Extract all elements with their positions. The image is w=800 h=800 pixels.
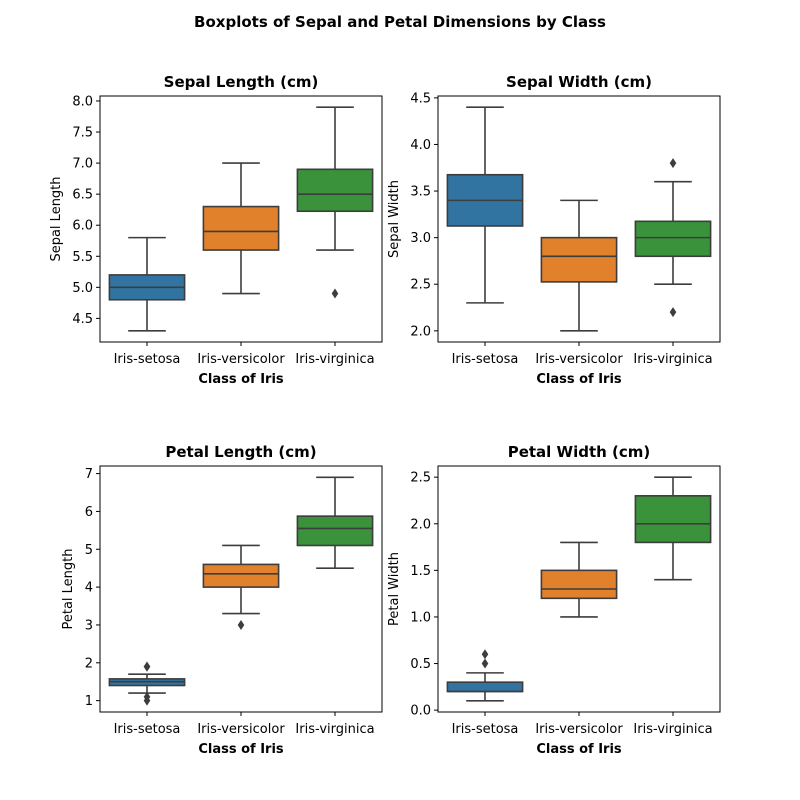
- box-iris-setosa: [446, 649, 524, 702]
- outlier-point: [669, 307, 677, 318]
- x-tick-label: Iris-virginica: [633, 722, 712, 737]
- outlier-point: [331, 288, 339, 299]
- iqr-box: [540, 569, 618, 600]
- box-iris-virginica: [634, 476, 712, 581]
- x-tick-label: Iris-setosa: [114, 352, 181, 367]
- x-tick-label: Iris-virginica: [295, 722, 374, 737]
- x-tick-label: Iris-virginica: [633, 352, 712, 367]
- y-tick-label: 7.5: [72, 126, 93, 141]
- outlier-point: [143, 695, 151, 706]
- iqr-box: [202, 205, 280, 251]
- y-tick-label: 6: [85, 505, 93, 520]
- box-iris-versicolor: [540, 199, 618, 332]
- y-tick-label: 1.0: [410, 610, 431, 625]
- y-tick-label: 0.5: [410, 657, 431, 672]
- y-tick-label: 2.0: [410, 517, 431, 532]
- y-tick-label: 4.0: [410, 138, 431, 153]
- outlier-point: [481, 658, 489, 669]
- x-tick-label: Iris-versicolor: [535, 722, 623, 737]
- y-tick-label: 3: [85, 618, 93, 633]
- outlier-point: [669, 158, 677, 169]
- iqr-box: [296, 168, 374, 213]
- x-tick-label: Iris-versicolor: [197, 722, 285, 737]
- x-axis-label: Class of Iris: [536, 742, 622, 757]
- subplot-title: Petal Width (cm): [508, 443, 651, 461]
- subplot-3: Petal Length (cm) 1 2 3 4 5 6 7 Iris-setosa Iris-…: [61, 443, 383, 757]
- outlier-point: [237, 619, 245, 630]
- x-axis-label: Class of Iris: [536, 372, 622, 387]
- iqr-box: [296, 515, 374, 547]
- subplot-title: Petal Length (cm): [165, 443, 316, 461]
- y-tick-label: 3.0: [410, 231, 431, 246]
- iqr-box: [634, 495, 712, 544]
- y-axis-label: Petal Length: [61, 548, 76, 629]
- y-tick-label: 8.0: [72, 94, 93, 109]
- y-tick-label: 1.5: [410, 564, 431, 579]
- box-iris-virginica: [634, 158, 712, 318]
- iqr-box: [634, 220, 712, 258]
- x-tick-label: Iris-setosa: [452, 352, 519, 367]
- outlier-point: [481, 649, 489, 660]
- x-axis-label: Class of Iris: [198, 372, 284, 387]
- y-tick-label: 2.0: [410, 324, 431, 339]
- box-iris-versicolor: [540, 541, 618, 618]
- subplot-title: Sepal Length (cm): [164, 73, 319, 91]
- y-tick-label: 0.0: [410, 704, 431, 719]
- box-iris-virginica: [296, 106, 374, 299]
- iqr-box: [540, 236, 618, 283]
- y-tick-label: 3.5: [410, 185, 431, 200]
- y-tick-label: 2: [85, 656, 93, 671]
- y-tick-label: 1: [85, 694, 93, 709]
- y-tick-label: 7: [85, 467, 93, 482]
- y-tick-label: 6.5: [72, 188, 93, 203]
- y-axis-label: Petal Width: [387, 552, 402, 626]
- y-tick-label: 4: [85, 581, 93, 596]
- y-tick-label: 7.0: [72, 157, 93, 172]
- box-iris-versicolor: [202, 544, 280, 630]
- y-tick-label: 4.5: [72, 312, 93, 327]
- box-iris-setosa: [108, 236, 186, 332]
- x-tick-label: Iris-setosa: [114, 722, 181, 737]
- y-tick-label: 5.0: [72, 281, 93, 296]
- y-axis-label: Sepal Length: [49, 176, 64, 261]
- y-axis-label: Sepal Width: [387, 180, 402, 258]
- box-iris-setosa: [446, 106, 524, 304]
- x-tick-label: Iris-setosa: [452, 722, 519, 737]
- box-iris-setosa: [108, 661, 186, 706]
- y-tick-label: 2.5: [410, 471, 431, 486]
- figure-suptitle: Boxplots of Sepal and Petal Dimensions b…: [194, 13, 606, 31]
- iqr-box: [446, 681, 524, 693]
- box-iris-versicolor: [202, 162, 280, 295]
- iqr-box: [202, 563, 280, 588]
- outlier-point: [143, 661, 151, 672]
- subplot-title: Sepal Width (cm): [506, 73, 652, 91]
- x-tick-label: Iris-versicolor: [197, 352, 285, 367]
- y-tick-label: 4.5: [410, 91, 431, 106]
- x-axis-label: Class of Iris: [198, 742, 284, 757]
- y-tick-label: 5.5: [72, 250, 93, 265]
- x-tick-label: Iris-versicolor: [535, 352, 623, 367]
- subplot-grid: Sepal Length (cm) 4.5 5.0 5.5 6.0 6.5 7.0 7.5 8.…: [49, 73, 721, 757]
- subplot-1: Sepal Length (cm) 4.5 5.0 5.5 6.0 6.5 7.0 7.5 8.…: [49, 73, 383, 387]
- subplot-4: Petal Width (cm) 0.0 0.5 1.0 1.5 2.0 2.5 Iris-s…: [387, 443, 721, 757]
- subplot-2: Sepal Width (cm) 2.0 2.5 3.0 3.5 4.0 4.5 Iris-s…: [387, 73, 721, 387]
- y-tick-label: 5: [85, 543, 93, 558]
- box-iris-virginica: [296, 476, 374, 569]
- x-tick-label: Iris-virginica: [295, 352, 374, 367]
- y-tick-label: 2.5: [410, 278, 431, 293]
- y-tick-label: 6.0: [72, 219, 93, 234]
